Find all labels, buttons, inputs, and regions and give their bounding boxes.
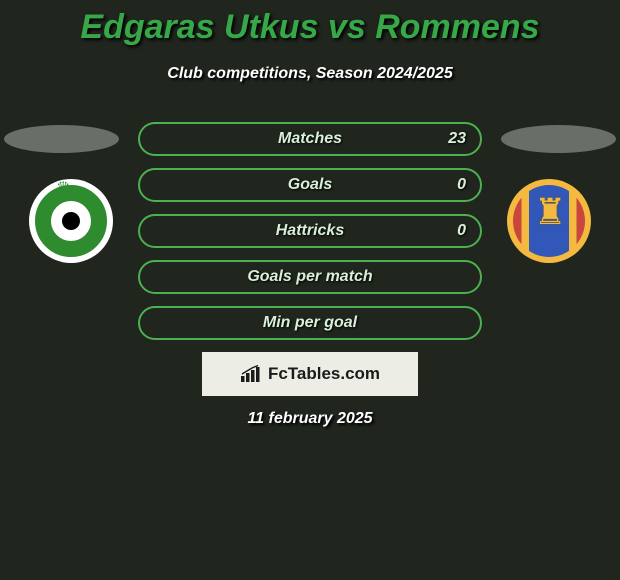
stat-row-goals-per-match: Goals per match [138, 260, 482, 294]
stat-label: Matches [278, 130, 342, 148]
stat-value: 23 [448, 130, 466, 148]
stat-value: 0 [457, 222, 466, 240]
subtitle: Club competitions, Season 2024/2025 [0, 65, 620, 83]
stat-row-matches: Matches 23 [138, 122, 482, 156]
brand-text: FcTables.com [268, 364, 380, 384]
stat-row-min-per-goal: Min per goal [138, 306, 482, 340]
stats-list: Matches 23 Goals 0 Hattricks 0 Goals per… [138, 122, 482, 352]
player-photo-placeholder-right [501, 125, 616, 153]
club-badge-right: ♜ [507, 179, 591, 263]
stat-value: 0 [457, 176, 466, 194]
club-badge-left: ♛ [29, 179, 113, 263]
stat-row-goals: Goals 0 [138, 168, 482, 202]
crown-icon: ♛ [56, 178, 70, 198]
bar-chart-icon [240, 365, 262, 383]
stat-label: Hattricks [276, 222, 344, 240]
stat-label: Goals per match [247, 268, 372, 286]
stat-label: Goals [288, 176, 332, 194]
castle-icon: ♜ [534, 191, 566, 233]
date-text: 11 february 2025 [0, 410, 620, 428]
page-title: Edgaras Utkus vs Rommens [0, 0, 620, 47]
stat-row-hattricks: Hattricks 0 [138, 214, 482, 248]
ball-icon [62, 212, 80, 230]
brand-badge: FcTables.com [202, 352, 418, 396]
player-photo-placeholder-left [4, 125, 119, 153]
stat-label: Min per goal [263, 314, 357, 332]
